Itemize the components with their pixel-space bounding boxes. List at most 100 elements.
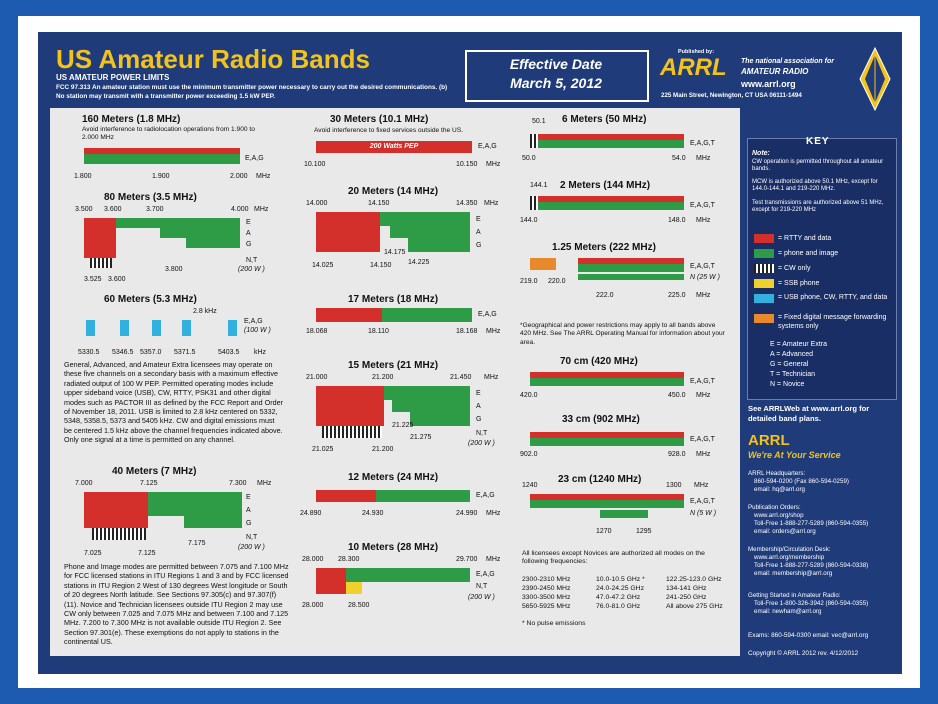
tick-125m-4: MHz	[696, 292, 711, 299]
classes-70cm: E,A,G,T	[690, 378, 715, 385]
tick-23cm-4: 1295	[636, 528, 652, 535]
bar-20m-green-g	[408, 238, 470, 252]
above-cell-r1-c0: 2390-2450 MHz	[522, 585, 571, 592]
tick-80m-top-3: 4.000	[231, 206, 249, 213]
effective-date-label: Effective Date	[509, 56, 603, 72]
classes-33cm: E,A,G,T	[690, 436, 715, 443]
band-title-12m: 12 Meters (24 MHz)	[348, 472, 439, 483]
tick-15m-bot-2: 21.225	[392, 422, 414, 429]
row-15m-e: E	[476, 390, 481, 397]
row-20m-a: A	[476, 229, 481, 236]
tick-6m-2: 54.0	[672, 155, 686, 162]
above-cell-r3-c2: All above 275 GHz	[666, 603, 723, 610]
tick-23cm-2: MHz	[694, 482, 709, 489]
row-20m-g: G	[476, 242, 482, 249]
classes-30m: E,A,G	[478, 143, 497, 150]
geo-note: *Geographical and power restrictions may…	[520, 322, 725, 346]
tick-12m-3: MHz	[486, 510, 501, 517]
band-title-125m: 1.25 Meters (222 MHz)	[552, 242, 656, 253]
above-cell-r2-c2: 241-250 GHz	[666, 594, 707, 601]
tick-10m-bot-1: 28.500	[348, 602, 370, 609]
row-80m-e: E	[246, 219, 251, 226]
class-extra: E = Amateur Extra	[770, 341, 827, 348]
tick-70cm-1: 450.0	[668, 392, 686, 399]
tick-15m-top-1: 21.200	[372, 374, 394, 381]
bar-23cm-red	[530, 494, 684, 500]
bar-10m-yellow	[346, 582, 362, 594]
bar-20m-green-a	[390, 226, 470, 238]
tick-40m-top-3: MHz	[257, 480, 272, 487]
legend-ssb: = SSB phone	[778, 280, 820, 287]
n-23cm: N (5 W )	[690, 510, 717, 517]
tick-80m-top-0: 3.500	[75, 206, 93, 213]
bar-23cm-green	[530, 500, 684, 508]
contact-pubs-0: Publication Orders:	[748, 504, 801, 511]
key-note-3: Test transmissions are authorized above …	[752, 200, 884, 214]
class-novice: N = Novice	[770, 381, 805, 388]
tick-33cm-1: 928.0	[668, 451, 686, 458]
row-40m-a: A	[246, 507, 251, 514]
bar-12m-red	[316, 490, 376, 502]
tick-15m-top-2: 21.450	[450, 374, 472, 381]
tick-125m-2: 222.0	[596, 292, 614, 299]
bar-60m-ch4	[182, 320, 191, 336]
contact-hq-2: email: hq@arrl.org	[754, 486, 805, 493]
contact-hq-0: ARRL Headquarters:	[748, 470, 806, 477]
key-title: KEY	[806, 136, 830, 147]
above-cell-r2-c1: 47.0-47.2 GHz	[596, 594, 641, 601]
bar-80m-green-a	[160, 228, 240, 238]
bar-60m-ch5	[228, 320, 237, 336]
n-125m: N (25 W )	[690, 274, 720, 281]
legend-swatch-ssb	[754, 279, 774, 288]
band-title-10m: 10 Meters (28 MHz)	[348, 542, 439, 553]
contact-start-0: Getting Started in Amateur Radio:	[748, 592, 841, 599]
tick-40m-bot-2: 7.175	[188, 540, 206, 547]
exams-line: Exams: 860-594-0300 email: vec@arrl.org	[748, 632, 869, 639]
tick-20m-top-3: MHz	[484, 200, 499, 207]
tick-60m-1: 5346.5	[112, 349, 134, 356]
row-40m-g: G	[246, 520, 252, 527]
tick-80m-bot-1: 3.600	[108, 276, 126, 283]
contact-hq-1: 860-594-0200 (Fax 860-594-0259)	[754, 478, 849, 485]
row-80m-a: A	[246, 230, 251, 237]
bar-23cm-green-n	[600, 510, 648, 518]
band-title-15m: 15 Meters (21 MHz)	[348, 360, 439, 371]
tick-160m-3: MHz	[256, 173, 271, 180]
contact-start-2: email: newham@arrl.org	[754, 608, 822, 615]
tick-20m-bot-0: 14.025	[312, 262, 334, 269]
contact-members-0: Membership/Circulation Desk:	[748, 546, 831, 553]
above-cell-r3-c0: 5650-5925 MHz	[522, 603, 571, 610]
above-cell-r1-c2: 134-141 GHz	[666, 585, 707, 592]
tick-33cm-2: MHz	[696, 451, 711, 458]
tick-12m-1: 24.930	[362, 510, 384, 517]
bar-15m-red	[316, 386, 384, 426]
bar-125m-green-n	[578, 274, 684, 280]
legend-swatch-cw	[754, 264, 774, 273]
tick-15m-top-3: MHz	[484, 374, 499, 381]
tick-2m-0: 144.1	[530, 182, 548, 189]
tick-10m-top-2: 29.700	[456, 556, 478, 563]
key-note-2: MCW is authorized above 50.1 MHz, except…	[752, 179, 878, 193]
classes-23cm: E,A,G,T	[690, 498, 715, 505]
bar-2m-red	[538, 196, 684, 202]
above-cell-r0-c2: 122.25-123.0 GHz	[666, 576, 722, 583]
tick-125m-0: 219.0	[520, 278, 538, 285]
tick-125m-1: 220.0	[548, 278, 566, 285]
tick-30m-1: 10.150	[456, 161, 478, 168]
row-80m-nt: N,T	[246, 257, 258, 264]
band-title-17m: 17 Meters (18 MHz)	[348, 294, 439, 305]
bar-30m-red	[316, 141, 472, 153]
bar-80m-cw	[90, 258, 112, 268]
power-60m: (100 W )	[244, 327, 271, 334]
band-note-160m: Avoid interference to radiolocation oper…	[82, 126, 255, 141]
span-60m: 2.8 kHz	[193, 308, 217, 315]
bar-80m-green-e	[116, 218, 240, 228]
key-note-1: CW operation is permitted throughout all…	[752, 159, 884, 173]
legend-fixed: = Fixed digital message forwarding syste…	[778, 314, 887, 330]
tick-15m-bot-0: 21.025	[312, 446, 334, 453]
bar-125m-orange	[530, 258, 556, 270]
class-advanced: A = Advanced	[770, 351, 814, 358]
tick-40m-top-1: 7.125	[140, 480, 158, 487]
tick-30m-0: 10.100	[304, 161, 326, 168]
